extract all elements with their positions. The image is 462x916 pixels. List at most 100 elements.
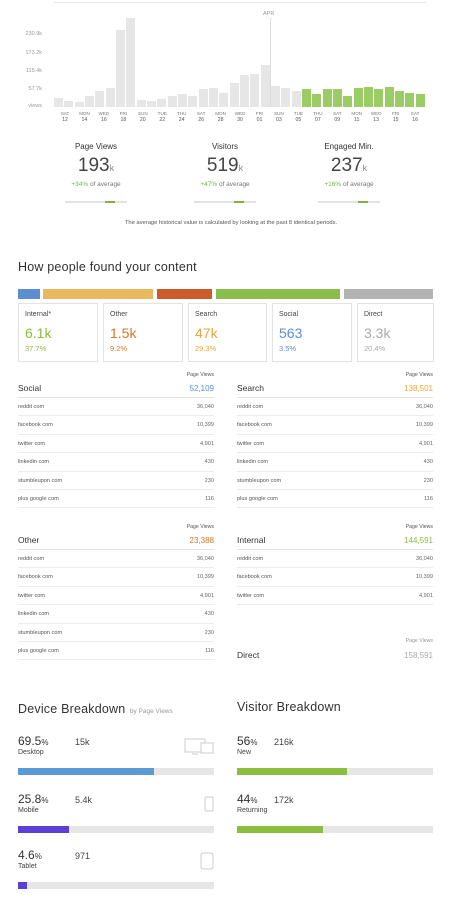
referrer-count: 430 <box>423 459 433 466</box>
chart-bar[interactable] <box>415 94 425 107</box>
x-tick-label: SUN 03 <box>274 111 284 123</box>
chart-bar[interactable] <box>178 94 188 107</box>
chart-bar[interactable] <box>312 94 322 107</box>
visitor-bar-fill <box>237 768 347 775</box>
chart-bar[interactable] <box>116 29 126 107</box>
referrer-row[interactable]: twitter com 4,901 <box>18 587 214 606</box>
referrer-count: 4,901 <box>419 440 433 447</box>
source-segment-internal[interactable] <box>216 289 340 299</box>
chart-bar[interactable] <box>343 95 353 107</box>
chart-bar[interactable] <box>167 95 177 107</box>
referrer-table-search: Page Views Search 138,501 reddit com 36,040 f… <box>237 372 433 509</box>
chart-bar[interactable] <box>209 87 219 107</box>
card-pct: 37.7% <box>25 344 47 353</box>
referrer-row[interactable]: facebook com 10,399 <box>18 568 214 587</box>
chart-top-border <box>54 2 426 3</box>
source-segment-other[interactable] <box>157 289 212 299</box>
chart-bar[interactable] <box>395 90 405 107</box>
visitor-pct: 44 <box>237 792 251 806</box>
chart-bar[interactable] <box>333 89 343 107</box>
device-pct-sign: % <box>41 738 49 747</box>
referrer-domain: twitter com <box>18 440 46 447</box>
referrer-row[interactable]: reddit com 36,040 <box>18 398 214 417</box>
referrer-row[interactable]: twitter com 4,901 <box>18 435 214 454</box>
chart-bar[interactable] <box>364 86 374 107</box>
chart-bar[interactable] <box>147 100 157 107</box>
phone-icon <box>204 796 214 817</box>
chart-bar[interactable] <box>74 101 84 107</box>
x-tick-label: THU 07 <box>313 111 323 123</box>
referrer-domain: plus google com <box>237 495 278 502</box>
chart-bar[interactable] <box>322 89 332 107</box>
referrer-row[interactable]: linkedin com 430 <box>237 453 433 472</box>
x-tick-label: TUE 05 <box>293 111 303 123</box>
device-count: 5.4k <box>75 795 93 805</box>
chart-bar[interactable] <box>384 86 394 107</box>
referrer-row[interactable]: facebook com 10,399 <box>237 416 433 435</box>
x-tick-label: WED 30 <box>234 111 246 123</box>
referrer-row[interactable]: reddit com 36,040 <box>237 398 433 417</box>
stat-progress-bar <box>65 201 127 203</box>
chart-bar[interactable] <box>229 82 239 107</box>
card-name: Search <box>195 311 218 318</box>
chart-bar[interactable] <box>188 95 198 107</box>
referrer-row[interactable]: stumbleupon com 230 <box>237 472 433 490</box>
source-segment-social[interactable] <box>18 289 40 299</box>
chart-bar[interactable] <box>54 97 64 107</box>
source-card-internal[interactable]: Internal* 6.1k 37.7% <box>18 303 98 362</box>
chart-bar[interactable] <box>260 65 270 107</box>
source-segment-direct[interactable] <box>344 289 433 299</box>
chart-bar[interactable] <box>353 87 363 107</box>
referrer-domain: twitter com <box>237 592 265 599</box>
source-segment-search[interactable] <box>43 289 153 299</box>
stat-progress-bar <box>194 201 256 203</box>
chart-bar[interactable] <box>240 75 250 107</box>
chart-bar[interactable] <box>250 73 260 107</box>
referrer-row[interactable]: plus google com 116 <box>237 490 433 509</box>
page-views-label: Page Views <box>186 372 214 378</box>
referrer-row[interactable]: plus google com 116 <box>18 642 214 661</box>
chart-bar[interactable] <box>405 92 415 107</box>
referrer-row[interactable]: twitter com 4,901 <box>237 587 433 606</box>
referrer-count: 4,901 <box>200 440 214 447</box>
chart-bar[interactable] <box>126 18 136 107</box>
chart-bar[interactable] <box>105 87 115 107</box>
referrer-row[interactable]: plus google com 116 <box>18 490 214 509</box>
device-item-desktop: 69.5% 15k Desktop <box>18 734 214 756</box>
referrer-row[interactable]: twitter com 4,901 <box>237 435 433 454</box>
chart-bar[interactable] <box>198 89 208 107</box>
referrer-count: 116 <box>205 647 214 654</box>
stat-pct: +47% <box>200 181 218 188</box>
referrer-domain: linkedin com <box>18 611 50 618</box>
device-label: Tablet <box>18 863 37 870</box>
referrer-row[interactable]: linkedin com 430 <box>18 453 214 472</box>
referrer-row[interactable]: facebook com 10,399 <box>18 416 214 435</box>
referrer-header: Page Views Internal 144,591 <box>237 524 433 550</box>
chart-bar[interactable] <box>219 92 229 107</box>
chart-bar[interactable] <box>136 99 146 107</box>
stat-pct: +16% <box>324 181 342 188</box>
chart-bar[interactable] <box>271 85 281 107</box>
chart-bar[interactable] <box>157 99 167 107</box>
referrer-row[interactable]: facebook com 10,399 <box>237 568 433 587</box>
source-card-other[interactable]: Other 1.5k 9.2% <box>103 303 183 362</box>
sources-title: How people found your content <box>18 260 197 274</box>
chart-bar[interactable] <box>291 90 301 107</box>
source-card-search[interactable]: Search 47k 29.3% <box>188 303 267 362</box>
referrer-row[interactable]: stumbleupon com 230 <box>18 472 214 490</box>
referrer-row[interactable]: linkedin com 430 <box>18 605 214 624</box>
source-card-social[interactable]: Social 563 3.5% <box>272 303 352 362</box>
y-label: views <box>28 103 42 109</box>
chart-bar[interactable] <box>95 90 105 107</box>
chart-bar[interactable] <box>85 95 95 107</box>
chart-bar[interactable] <box>64 100 74 107</box>
referrer-row[interactable]: stumbleupon com 230 <box>18 624 214 642</box>
chart-bar[interactable] <box>302 89 312 107</box>
stat-suffix: of average <box>342 181 374 188</box>
referrer-row[interactable]: reddit com 36,040 <box>237 550 433 569</box>
source-card-direct[interactable]: Direct 3.3k 20.4% <box>357 303 434 362</box>
referrer-row[interactable]: reddit com 36,040 <box>18 550 214 569</box>
referrer-domain: linkedin com <box>237 459 269 466</box>
chart-bar[interactable] <box>374 89 384 107</box>
chart-bar[interactable] <box>281 87 291 107</box>
